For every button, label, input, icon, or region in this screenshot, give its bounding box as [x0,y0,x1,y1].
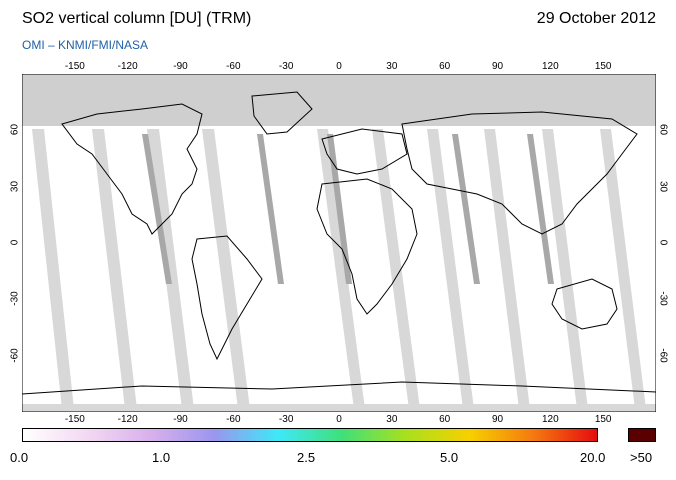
lon-tick-bottom-2: -90 [173,414,188,425]
colorbar-label-2: 2.5 [297,450,316,465]
lon-tick-bottom-9: 120 [541,414,559,425]
lon-tick-top-10: 150 [594,61,612,72]
map-title: SO2 vertical column [DU] (TRM) [22,10,252,27]
lon-tick-top-2: -90 [173,61,188,72]
lat-tick-left-3: -30 [9,291,21,307]
greenland [251,91,313,135]
lon-tick-top-6: 30 [386,61,398,72]
colorbar [22,428,598,442]
coastlines [22,91,656,395]
lon-tick-top-1: -120 [117,61,138,72]
lat-tick-right-4: -60 [657,347,669,363]
lat-tick-left-0: 60 [9,124,21,136]
lon-tick-bottom-0: -150 [64,414,85,425]
lon-tick-top-5: 0 [336,61,342,72]
lon-tick-bottom-1: -120 [117,414,138,425]
orbit-gap-stripes [32,129,646,409]
arctic-no-data [22,74,656,126]
lat-tick-left-2: 0 [9,239,21,246]
antarctica [22,381,656,395]
map-date: 29 October 2012 [536,10,656,27]
africa [316,178,418,315]
so2-map [22,74,656,412]
lon-tick-top-0: -150 [64,61,85,72]
colorbar-label-3: 5.0 [440,450,459,465]
lon-tick-bottom-8: 90 [491,414,504,425]
lon-tick-bottom-10: 150 [594,414,612,425]
lon-tick-bottom-4: -30 [278,414,294,425]
lat-tick-right-0: 60 [657,124,669,136]
lon-tick-top-9: 120 [541,61,559,72]
lon-tick-top-8: 90 [491,61,504,72]
lat-tick-left-4: -60 [9,347,21,363]
south-america [191,235,263,361]
colorbar-label-0: 0.0 [10,450,29,465]
europe [321,128,408,175]
asia [401,111,638,235]
row-anomaly-stripes [142,134,554,284]
lon-tick-bottom-7: 60 [439,414,451,425]
lat-tick-right-2: 0 [657,239,669,246]
lon-tick-bottom-3: -60 [226,414,241,425]
lon-tick-top-4: -30 [278,61,294,72]
lon-tick-top-3: -60 [226,61,241,72]
antarctic-no-data [22,404,656,412]
north-america [61,103,203,235]
lon-tick-top-7: 60 [439,61,451,72]
data-credit: OMI – KNMI/FMI/NASA [22,38,149,52]
lon-tick-bottom-6: 30 [386,414,398,425]
colorbar-over-box [628,428,656,442]
lat-tick-left-1: 30 [9,180,21,192]
colorbar-label-1: 1.0 [152,450,171,465]
australia [551,278,618,330]
colorbar-label-4: 20.0 [580,450,606,465]
lon-tick-bottom-5: 0 [336,414,342,425]
lat-tick-right-3: -30 [657,291,669,307]
colorbar-over-label: >50 [630,450,653,465]
lat-tick-right-1: 30 [657,180,669,192]
